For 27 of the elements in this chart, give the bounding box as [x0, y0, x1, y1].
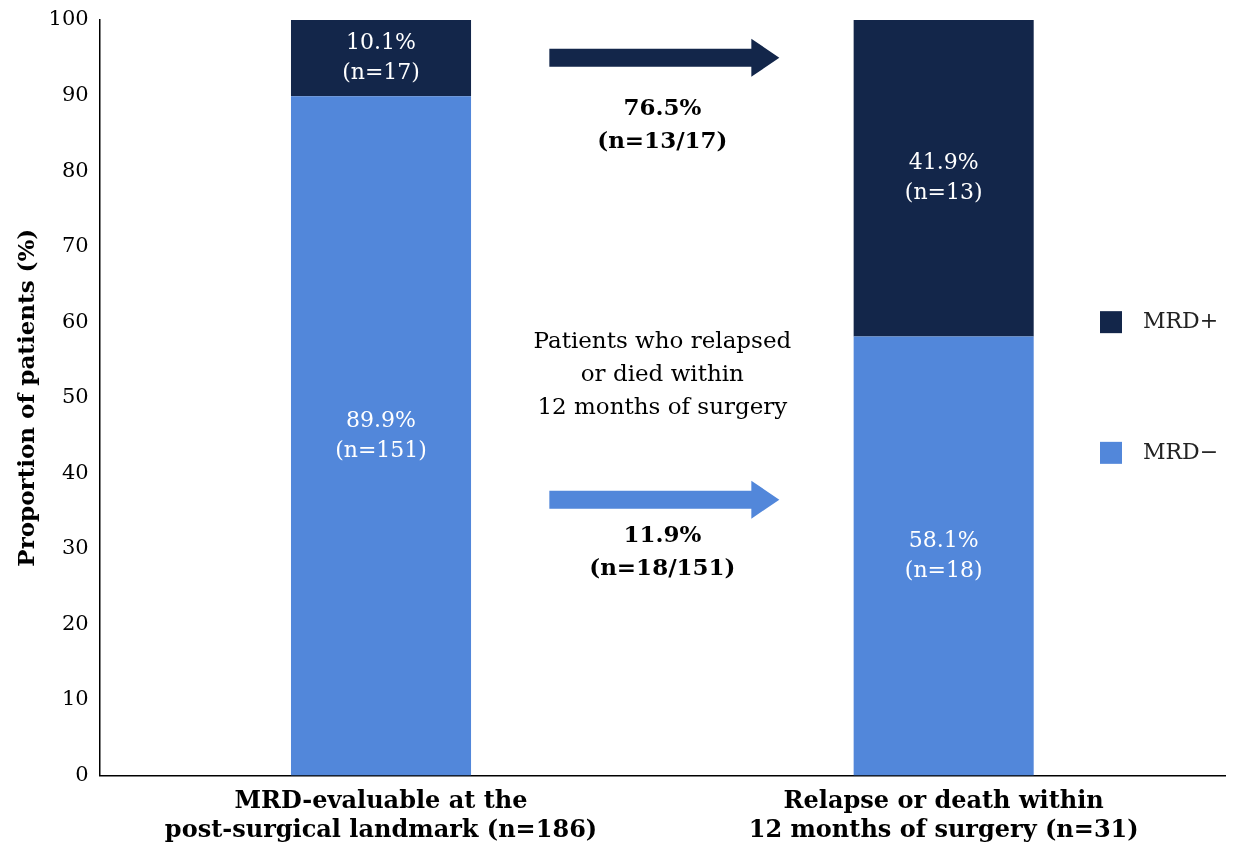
y-axis-title: Proportion of patients (%)	[11, 228, 39, 567]
bar	[853, 336, 1034, 776]
annotation: 11.9% (n=18/151)	[589, 520, 736, 581]
x-tick-label: Relapse or death within 12 months of surgery (n=31)	[748, 785, 1139, 843]
bar	[290, 20, 472, 97]
legend-label: MRD+	[1143, 307, 1219, 333]
data-label: 41.9% (n=13)	[904, 148, 983, 204]
y-tick-label: 90	[61, 81, 89, 106]
legend-label: MRD−	[1143, 438, 1219, 464]
x-tick-label: MRD-evaluable at the post-surgical landmark (n=186)	[164, 785, 598, 843]
annotation: Patients who relapsed or died within 12 months of surgery	[533, 327, 792, 420]
data-label: 10.1% (n=17)	[342, 28, 420, 84]
y-tick-label: 10	[61, 686, 89, 711]
y-tick-label: 60	[61, 308, 89, 333]
y-tick-label: 70	[61, 233, 89, 258]
y-tick-label: 0	[75, 761, 89, 786]
data-label: 89.9% (n=151)	[335, 406, 427, 462]
bar	[853, 20, 1034, 337]
bar	[290, 96, 472, 776]
y-tick-label: 20	[61, 610, 89, 635]
y-tick-label: 80	[61, 157, 89, 182]
y-tick-label: 100	[48, 6, 89, 31]
data-label: 58.1% (n=18)	[904, 526, 983, 582]
y-tick-label: 30	[61, 535, 89, 560]
y-tick-label: 40	[61, 459, 89, 484]
y-tick-label: 50	[61, 384, 89, 409]
annotation: 76.5% (n=13/17)	[597, 93, 728, 154]
